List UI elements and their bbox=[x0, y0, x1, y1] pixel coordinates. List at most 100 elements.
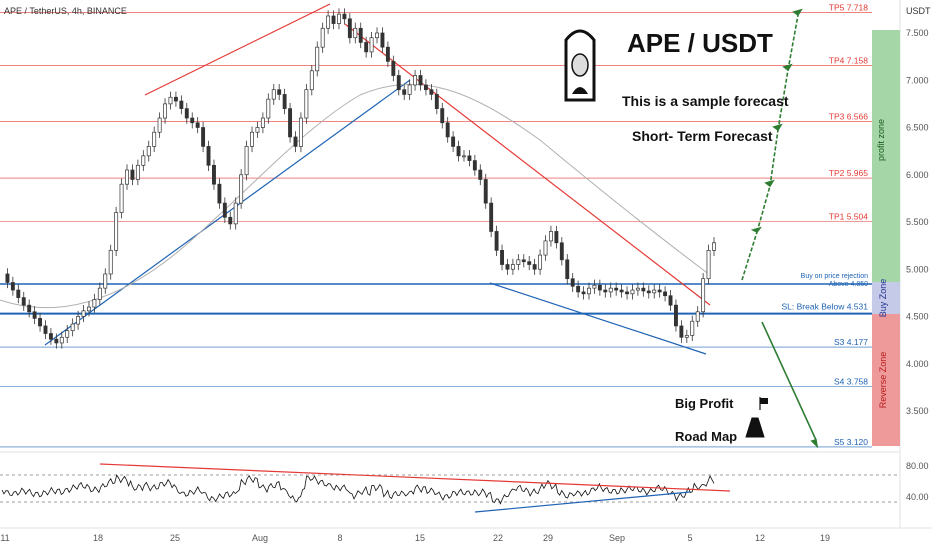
candle-body bbox=[342, 13, 347, 20]
profit-zone-bar bbox=[872, 30, 900, 282]
forecast-arrow-5 bbox=[787, 14, 799, 71]
candle-body bbox=[483, 179, 488, 204]
level-label: TP2 5.965 bbox=[829, 168, 868, 178]
osc-support-line bbox=[474, 491, 691, 513]
price-unit: USDT bbox=[906, 6, 931, 16]
profit-zone-label: profit zone bbox=[876, 119, 886, 161]
level-label: TP3 6.566 bbox=[829, 111, 868, 121]
candle-body bbox=[418, 75, 423, 86]
candle-body bbox=[201, 127, 206, 147]
candle-body bbox=[695, 311, 700, 322]
price-tick: 5.500 bbox=[906, 217, 929, 227]
candle-body bbox=[157, 117, 162, 133]
price-tick: 4.500 bbox=[906, 312, 929, 322]
osc-resistance-line bbox=[99, 463, 731, 492]
candle-body bbox=[532, 264, 537, 270]
candle-body bbox=[375, 32, 379, 39]
time-tick: 19 bbox=[820, 533, 830, 543]
candle-body bbox=[27, 304, 32, 313]
brand-logo bbox=[564, 29, 596, 102]
trendlines bbox=[0, 3, 711, 355]
candle-body bbox=[380, 32, 385, 48]
candle-body bbox=[679, 325, 684, 338]
time-tick: Sep bbox=[609, 533, 625, 543]
time-tick: 29 bbox=[543, 533, 553, 543]
candle-body bbox=[21, 297, 26, 306]
candle-body bbox=[641, 287, 646, 292]
logo-face bbox=[571, 53, 589, 77]
price-tick: 6.500 bbox=[906, 123, 929, 133]
candle-body bbox=[396, 75, 401, 91]
time-tick: 15 bbox=[415, 533, 425, 543]
chart-subtitle: This is a sample forecast bbox=[622, 93, 789, 109]
candle-body bbox=[565, 259, 570, 280]
logo-body bbox=[572, 87, 588, 94]
candle-body bbox=[608, 287, 613, 293]
candle-body bbox=[467, 155, 472, 161]
candle-body bbox=[135, 164, 140, 180]
candle-body bbox=[407, 84, 412, 95]
forecast-arrowhead-down bbox=[810, 439, 819, 449]
downtrend-resistance-line bbox=[344, 23, 711, 306]
candle-body bbox=[54, 338, 59, 344]
candle-body bbox=[527, 261, 532, 265]
candle-body bbox=[597, 284, 602, 291]
candle-body bbox=[614, 287, 619, 291]
candle-body bbox=[212, 164, 216, 185]
candle-body bbox=[114, 212, 119, 251]
channel-support-line bbox=[489, 282, 707, 355]
forecast-arrowhead-5 bbox=[792, 8, 803, 17]
level-label: TP5 7.718 bbox=[829, 2, 868, 12]
candle-body bbox=[81, 310, 86, 317]
candle-body bbox=[358, 27, 363, 43]
time-tick: 25 bbox=[170, 533, 180, 543]
time-axis-ticks: 11 18 25 Aug 8 15 22 29 Sep 5 12 19 bbox=[0, 533, 830, 543]
candle-body bbox=[630, 289, 635, 295]
candle-body bbox=[576, 285, 581, 293]
time-tick: 18 bbox=[93, 533, 103, 543]
candle-body bbox=[429, 89, 434, 95]
candle-body bbox=[663, 291, 668, 297]
candle-body bbox=[70, 323, 75, 332]
forecast-arrows bbox=[741, 8, 819, 449]
candle-body bbox=[581, 291, 586, 295]
price-tick: 3.500 bbox=[906, 406, 929, 416]
candle-body bbox=[603, 289, 608, 293]
candle-body bbox=[260, 117, 265, 128]
candle-body bbox=[668, 295, 673, 306]
candle-body bbox=[97, 287, 102, 300]
candle-body bbox=[108, 250, 113, 275]
candle-body bbox=[451, 136, 456, 147]
level-label: TP4 7.158 bbox=[829, 55, 868, 65]
candle-body bbox=[288, 108, 293, 138]
candle-body bbox=[326, 15, 331, 29]
candle-body bbox=[516, 259, 521, 265]
candle-body bbox=[38, 318, 42, 327]
forecast-arrow-down bbox=[761, 321, 817, 441]
candle-body bbox=[570, 278, 575, 287]
candle-body bbox=[592, 284, 597, 289]
time-tick: Aug bbox=[252, 533, 268, 543]
candle-body bbox=[244, 146, 249, 176]
candle-body bbox=[130, 169, 135, 180]
candle-body bbox=[315, 46, 320, 72]
price-tick: 5.000 bbox=[906, 264, 929, 274]
candle-body bbox=[385, 46, 390, 62]
candle-body bbox=[173, 96, 178, 102]
forecast-type: Short- Term Forecast bbox=[632, 128, 773, 144]
candle-body bbox=[119, 183, 124, 213]
level-label: S3 4.177 bbox=[834, 337, 868, 347]
candle-body bbox=[48, 333, 53, 340]
candle-body bbox=[277, 89, 282, 95]
osc-tick-80: 80.00 bbox=[906, 461, 929, 471]
candle-body bbox=[282, 94, 287, 109]
candle-body bbox=[228, 216, 233, 225]
candle-body bbox=[347, 18, 352, 39]
candle-body bbox=[521, 259, 526, 263]
candle-body bbox=[10, 282, 15, 291]
candle-body bbox=[125, 169, 129, 185]
candle-body bbox=[92, 299, 97, 308]
candle-body bbox=[5, 273, 10, 283]
